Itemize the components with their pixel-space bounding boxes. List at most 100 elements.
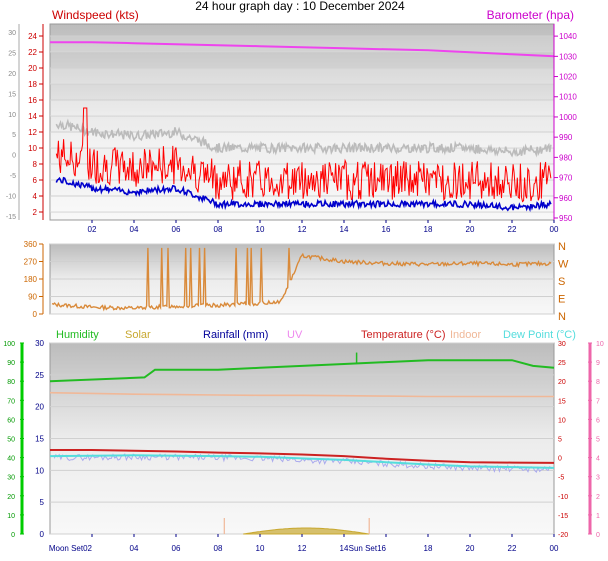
windspeed-tick-label: 18 — [28, 80, 37, 89]
uv-tick-label: 6 — [596, 417, 600, 424]
legend-label: Rainfall (mm) — [203, 329, 268, 341]
time-tick-label: 04 — [130, 225, 139, 234]
temperature-tick-label: 15 — [35, 435, 44, 444]
temperature-series — [49, 352, 555, 535]
barometer-tick-label: 970 — [559, 174, 573, 183]
uv-tick-label: 5 — [596, 437, 600, 444]
time-tick-label: 08 — [214, 225, 223, 234]
barometer-tick-label: 1000 — [559, 113, 577, 122]
temperature-right-tick-label: -5 — [558, 475, 564, 482]
time-tick-label: 22 — [508, 225, 517, 234]
temperature-right-tick-label: -15 — [558, 513, 568, 520]
outer-tick-label: -10 — [6, 194, 16, 201]
indoor-series — [49, 391, 554, 398]
wind-panel: Windspeed (kts) Barometer (hpa) -15 -10 -5… — [6, 8, 577, 234]
time-tick-label: 10 — [256, 225, 265, 234]
direction-tick-label: 360 — [24, 240, 38, 249]
time-tick-label: 12 — [298, 544, 307, 553]
humidity-tick-label: 70 — [7, 398, 15, 405]
wind-average-series — [55, 176, 552, 213]
humidity-tick-label: 60 — [7, 417, 15, 424]
legend-label: Solar — [125, 329, 151, 341]
time-tick-label: 10 — [256, 544, 265, 553]
barometer-tick-label: 1020 — [559, 73, 577, 82]
uv-tick-label: 0 — [596, 532, 600, 539]
wind-outer-axis: -15 -10 -5 0 5 10 15 20 25 30 — [6, 24, 20, 221]
barometer-tick-label: 980 — [559, 153, 573, 162]
time-tick-label: Moon Set02 — [49, 544, 93, 553]
temperature-series — [50, 449, 555, 464]
windspeed-tick-label: 2 — [33, 208, 38, 217]
humidity-tick-label: 20 — [7, 494, 15, 501]
wind-time-axis: 02 04 06 08 10 12 14 16 18 20 22 00 — [88, 220, 559, 234]
temperature-right-axis: -20 -15 -10 -5 0 5 10 15 20 25 30 — [558, 341, 568, 539]
legend-label: Indoor — [450, 329, 482, 341]
direction-tick-label: 90 — [28, 293, 37, 302]
temperature-right-tick-label: 20 — [558, 379, 566, 386]
humidity-series — [49, 359, 555, 383]
windspeed-series — [55, 107, 552, 203]
windspeed-tick-label: 22 — [28, 48, 37, 57]
temperature-right-tick-label: 0 — [558, 456, 562, 463]
time-tick-label: 20 — [466, 225, 475, 234]
temperature-tick-label: 0 — [40, 530, 45, 539]
windspeed-tick-label: 8 — [33, 160, 38, 169]
time-tick-label: 04 — [130, 544, 139, 553]
direction-degree-axis: 0 90 180 270 360 — [24, 240, 44, 319]
time-tick-label: 22 — [508, 544, 517, 553]
uv-axis: 0 1 2 3 4 5 6 7 8 9 10 — [588, 341, 604, 539]
uv-tick-label: 2 — [596, 494, 600, 501]
outer-tick-label: 25 — [8, 50, 16, 57]
temperature-right-tick-label: 30 — [558, 341, 566, 348]
wind-series — [50, 41, 555, 213]
direction-tick-label: 0 — [33, 310, 38, 319]
outer-tick-label: 5 — [12, 132, 16, 139]
temperature-tick-label: 20 — [35, 403, 44, 412]
temperature-right-tick-label: 25 — [558, 360, 566, 367]
barometer-axis-label: Barometer (hpa) — [487, 8, 574, 22]
time-tick-label: 00 — [550, 544, 559, 553]
temperature-panel: Humidity Solar Rainfall (mm) UV Temperature … — [3, 329, 604, 553]
time-tick-label: 06 — [172, 225, 181, 234]
outer-tick-label: 30 — [8, 30, 16, 37]
windspeed-tick-label: 12 — [28, 128, 37, 137]
uv-tick-label: 3 — [596, 475, 600, 482]
outer-tick-label: -5 — [10, 173, 16, 180]
uv-tick-label: 10 — [596, 341, 604, 348]
time-tick-label: 00 — [550, 225, 559, 234]
barometer-tick-label: 950 — [559, 214, 573, 223]
direction-tick-label: 180 — [24, 275, 38, 284]
direction-gridlines — [50, 243, 554, 315]
windspeed-tick-label: 16 — [28, 96, 37, 105]
uv-tick-label: 1 — [596, 513, 600, 520]
gridband — [50, 36, 554, 52]
humidity-axis: 0 10 20 30 40 50 60 70 80 90 100 — [3, 341, 24, 539]
humidity-tick-label: 40 — [7, 456, 15, 463]
temperature-tick-label: 5 — [40, 498, 45, 507]
barometer-axis: 950 960 970 980 990 1000 1010 1020 1030 1040 — [553, 24, 577, 223]
windspeed-tick-label: 6 — [33, 176, 38, 185]
time-tick-label: 16 — [382, 225, 391, 234]
gridband — [50, 132, 554, 148]
temperature-right-tick-label: -10 — [558, 494, 568, 501]
temperature-right-tick-label: 5 — [558, 437, 562, 444]
time-tick-label: 06 — [172, 544, 181, 553]
legend-label: UV — [287, 329, 303, 341]
outer-tick-label: -15 — [6, 214, 16, 221]
barometer-tick-label: 1040 — [559, 32, 577, 41]
temperature-left-axis: 0 5 10 15 20 25 30 — [35, 339, 44, 539]
temperature-time-axis: Moon Set02 04 06 08 10 12 14 Sun Set16 18 20 22 00 — [49, 534, 559, 553]
uv-tick-label: 9 — [596, 360, 600, 367]
temperature-tick-label: 30 — [35, 339, 44, 348]
legend-label: Dew Point (°C) — [503, 329, 576, 341]
time-tick-label: 12 — [298, 225, 307, 234]
outer-tick-label: 20 — [8, 71, 16, 78]
time-tick-label: 18 — [424, 544, 433, 553]
windspeed-tick-label: 24 — [28, 32, 37, 41]
compass-label: N — [558, 241, 566, 253]
direction-series — [51, 247, 552, 312]
windspeed-axis-label: Windspeed (kts) — [52, 8, 139, 22]
chart-title: 24 hour graph day : 10 December 2024 — [195, 0, 405, 13]
